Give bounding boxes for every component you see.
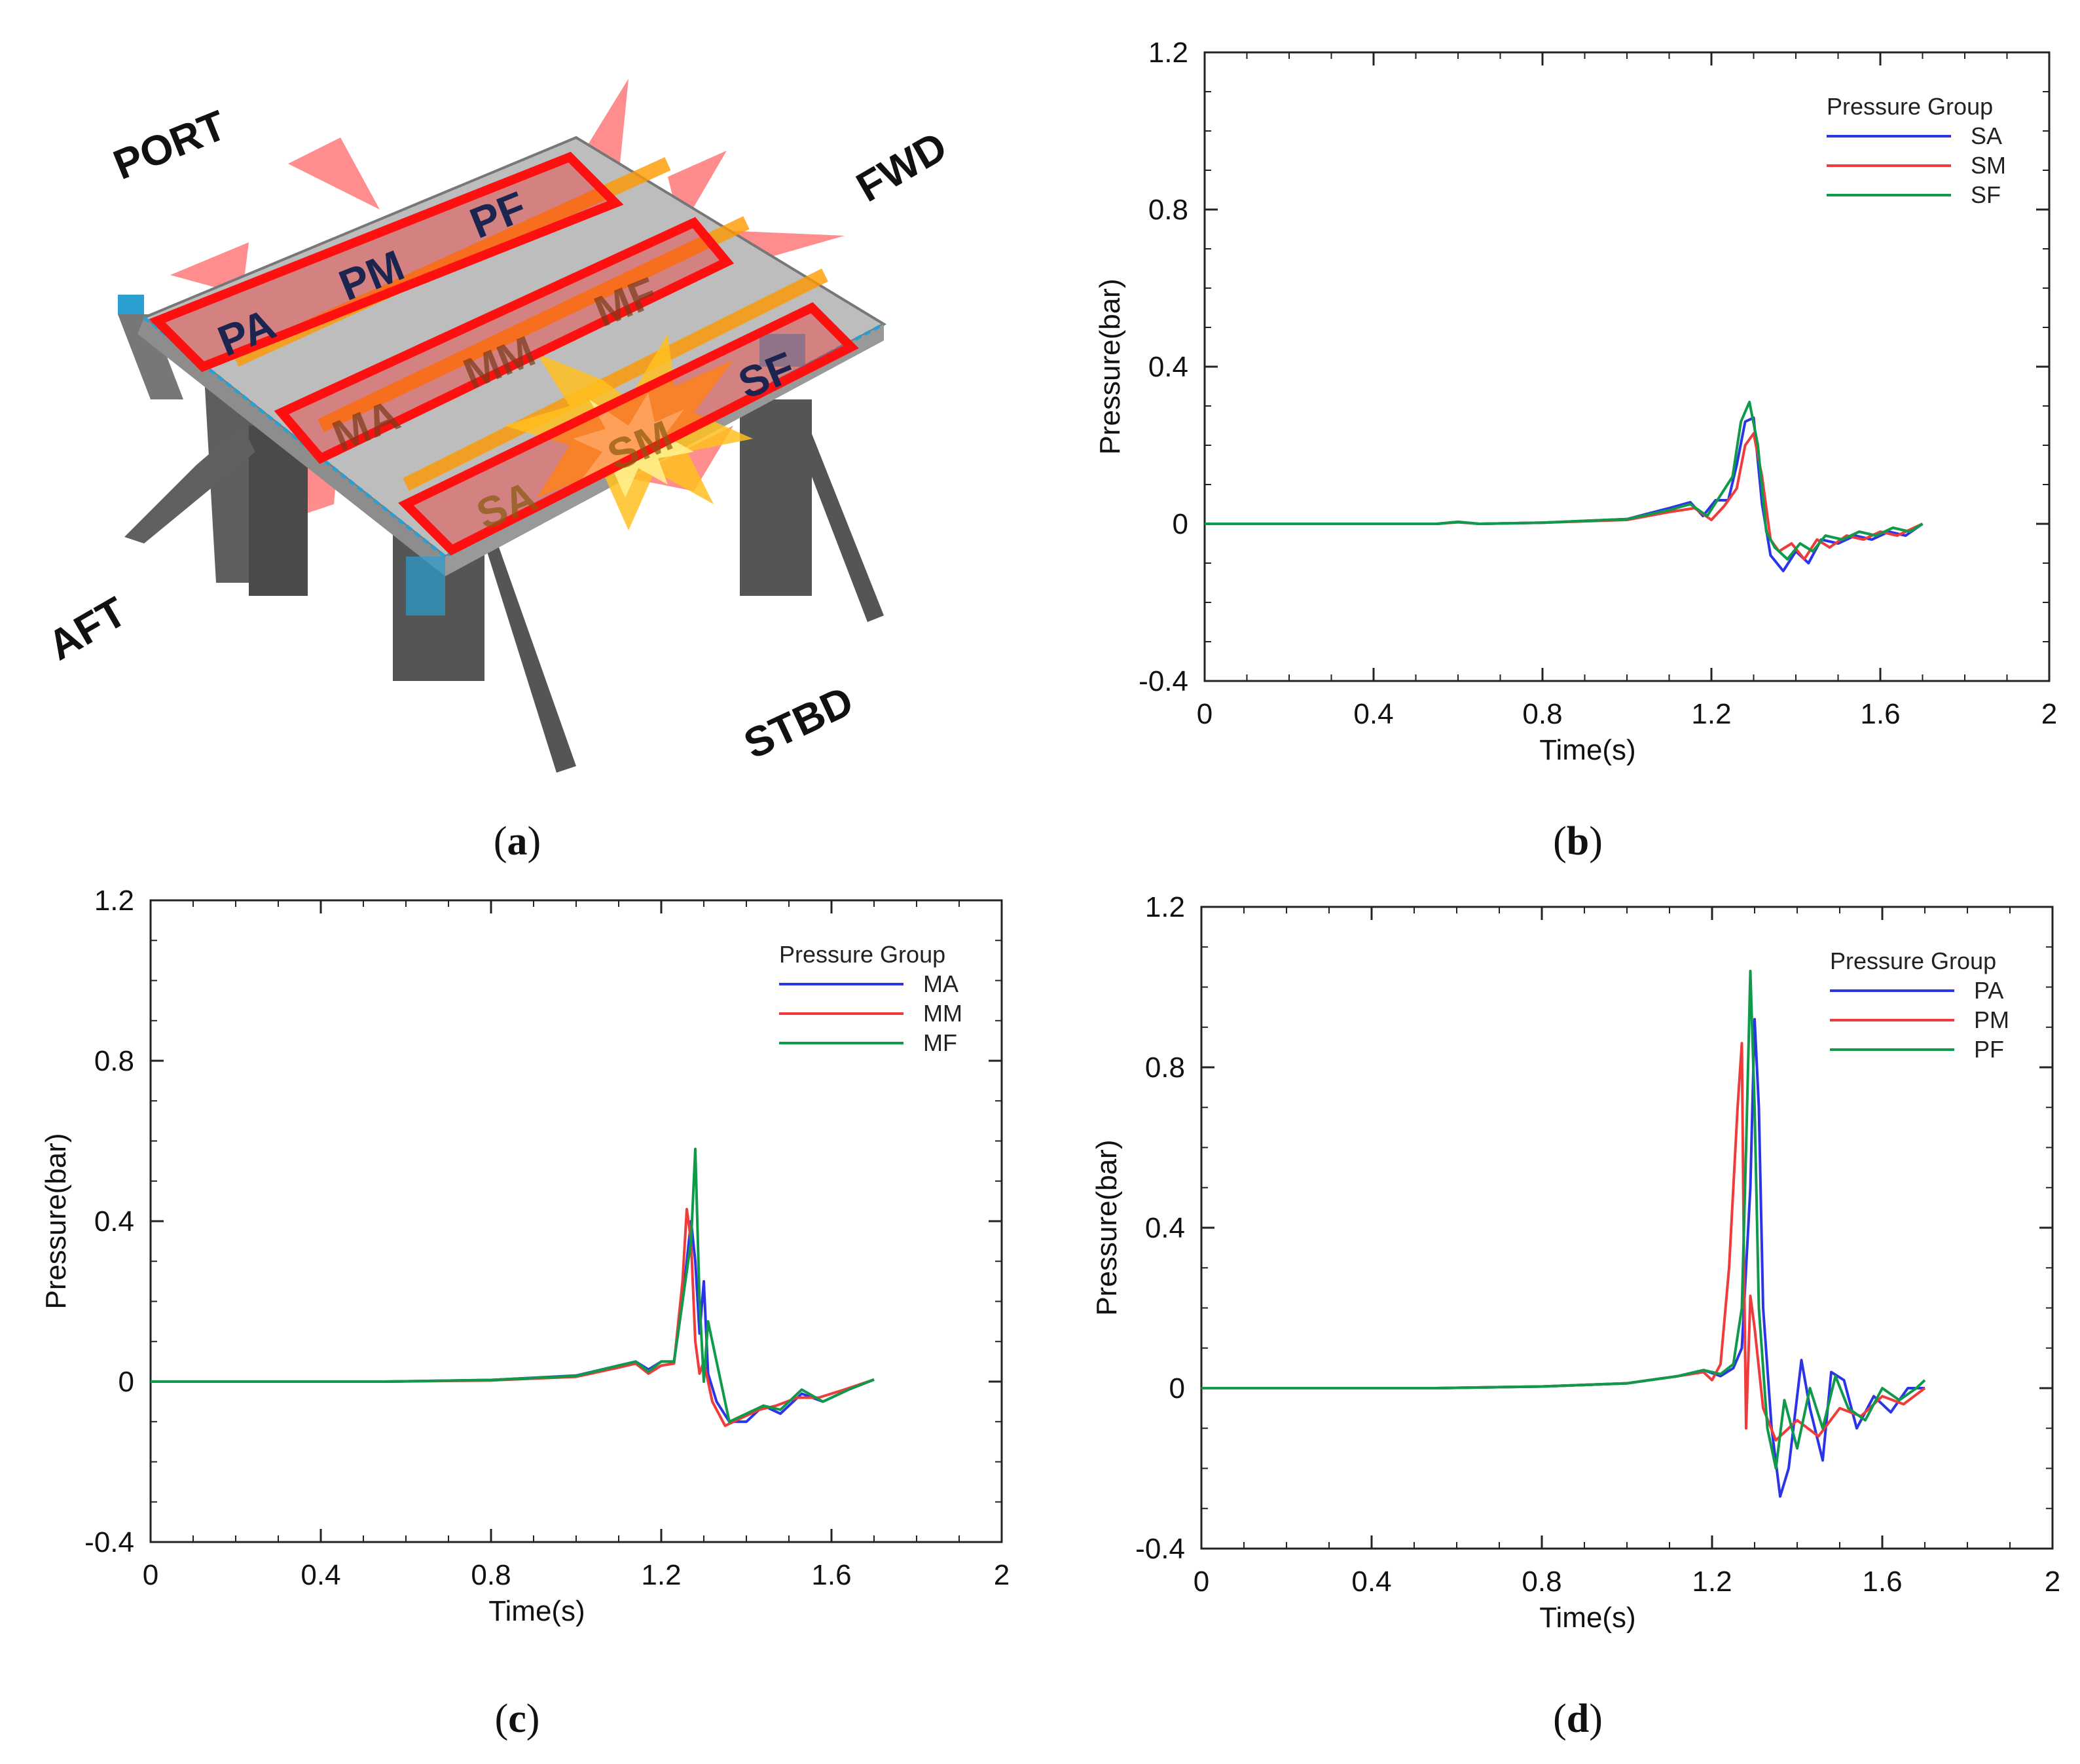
blast-burst-inner — [573, 393, 694, 498]
x-tick-label: 2 — [994, 1559, 1010, 1591]
series-line-sf — [1205, 401, 1924, 560]
label-port: PORT — [107, 101, 232, 189]
legend-title: Pressure Group — [1830, 947, 1996, 974]
y-tick-label: 0 — [119, 1366, 134, 1398]
legend-title: Pressure Group — [779, 941, 945, 968]
x-tick-label: 0.8 — [471, 1559, 511, 1591]
x-tick-label: 0.8 — [1522, 1566, 1561, 1598]
x-tick-label: 0.4 — [1353, 698, 1393, 730]
x-axis-label: Time(s) — [1539, 1602, 1635, 1634]
series-line-pm — [1201, 1042, 1926, 1442]
caption-d: (d) — [1553, 1697, 1603, 1741]
y-tick-label: 1.2 — [94, 885, 134, 917]
zone-outlines — [149, 151, 859, 556]
caption-a: (a) — [493, 819, 541, 864]
y-axis-label: Pressure(bar) — [1091, 1140, 1123, 1316]
chart-d: 0 0.4 0.8 1.2 1.6 2 -0.4 0 0.4 0.8 1.2 Time(s) Press… — [1091, 891, 2060, 1634]
legend-label-sm: SM — [1971, 152, 2006, 179]
label-stbd: STBD — [737, 677, 860, 768]
x-axis-label: Time(s) — [1539, 734, 1635, 766]
series-line-mm — [151, 1207, 875, 1427]
y-tick-label: 0.8 — [1145, 1052, 1185, 1084]
y-tick-label: -0.4 — [1135, 1533, 1185, 1565]
y-tick-label: 0.8 — [1148, 194, 1188, 226]
legend-label-pm: PM — [1974, 1006, 2009, 1033]
x-tick-label: 0.4 — [1351, 1566, 1391, 1598]
label-aft: AFT — [40, 588, 134, 670]
legend-label-pa: PA — [1974, 977, 2003, 1004]
caption-c: (c) — [494, 1697, 540, 1741]
label-fwd: FWD — [848, 122, 955, 211]
legend-label-ma: MA — [923, 970, 958, 997]
chart-c: 0 0.4 0.8 1.2 1.6 2 -0.4 0 0.4 0.8 1.2 Time(s) Press… — [40, 885, 1010, 1627]
series-line-sm — [1205, 432, 1924, 560]
x-tick-label: 1.2 — [1691, 698, 1731, 730]
legend-label-mf: MF — [923, 1029, 957, 1056]
x-tick-label: 2 — [2041, 698, 2057, 730]
y-tick-label: -0.4 — [84, 1526, 134, 1558]
plot-frame — [149, 899, 1003, 1543]
chart-b: 0 0.4 0.8 1.2 1.6 2 -0.4 0 0.4 0.8 1.2 Time(s) Press… — [1094, 37, 2057, 766]
series-line-ma — [151, 1220, 875, 1424]
y-tick-label: 0.8 — [94, 1045, 134, 1077]
plot-frame — [1200, 906, 2054, 1550]
y-tick-label: 0 — [1173, 508, 1188, 540]
legend-label-sa: SA — [1971, 122, 2002, 149]
y-tick-label: 0.4 — [1148, 351, 1188, 383]
series-line-pf — [1201, 970, 1926, 1470]
x-tick-label: 0 — [143, 1559, 158, 1591]
legend-label-mm: MM — [923, 1000, 962, 1027]
x-tick-label: 2 — [2045, 1566, 2060, 1598]
legend-label-sf: SF — [1971, 181, 2001, 208]
y-tick-label: 0.4 — [94, 1205, 134, 1238]
x-tick-label: 0 — [1194, 1566, 1209, 1598]
x-tick-label: 1.6 — [811, 1559, 851, 1591]
x-tick-label: 1.2 — [641, 1559, 681, 1591]
y-tick-label: 1.2 — [1148, 37, 1188, 69]
y-tick-label: 0.4 — [1145, 1212, 1185, 1244]
x-tick-label: 1.6 — [1862, 1566, 1902, 1598]
y-tick-label: 1.2 — [1145, 891, 1185, 923]
legend-label-pf: PF — [1974, 1036, 2004, 1063]
x-tick-label: 0 — [1197, 698, 1213, 730]
y-axis-label: Pressure(bar) — [1094, 279, 1126, 455]
y-tick-label: -0.4 — [1139, 665, 1188, 697]
x-tick-label: 0.4 — [301, 1559, 340, 1591]
y-tick-label: 0 — [1169, 1372, 1185, 1405]
legend-title: Pressure Group — [1827, 93, 1993, 120]
plot-frame — [1203, 51, 2051, 682]
platform-illustration: PA PM PF MA MM MF SA SM SF PORT FWD AFT … — [40, 79, 955, 773]
x-tick-label: 1.6 — [1860, 698, 1900, 730]
caption-b: (b) — [1553, 819, 1603, 864]
series-line-mf — [151, 1147, 875, 1424]
y-axis-label: Pressure(bar) — [40, 1133, 72, 1310]
x-tick-label: 0.8 — [1522, 698, 1562, 730]
x-axis-label: Time(s) — [488, 1595, 585, 1627]
x-tick-label: 1.2 — [1692, 1566, 1732, 1598]
series-line-pa — [1201, 1018, 1925, 1498]
